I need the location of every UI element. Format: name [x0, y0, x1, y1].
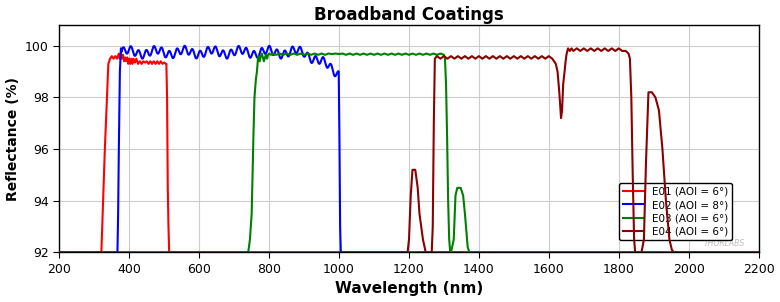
Title: Broadband Coatings: Broadband Coatings [314, 5, 504, 24]
Y-axis label: Reflectance (%): Reflectance (%) [5, 77, 20, 201]
Legend: E01 (AOI = 6°), E02 (AOI = 8°), E03 (AOI = 6°), E04 (AOI = 6°): E01 (AOI = 6°), E02 (AOI = 8°), E03 (AOI… [619, 183, 732, 240]
X-axis label: Wavelength (nm): Wavelength (nm) [335, 281, 483, 297]
Text: THORLABS: THORLABS [704, 239, 745, 248]
